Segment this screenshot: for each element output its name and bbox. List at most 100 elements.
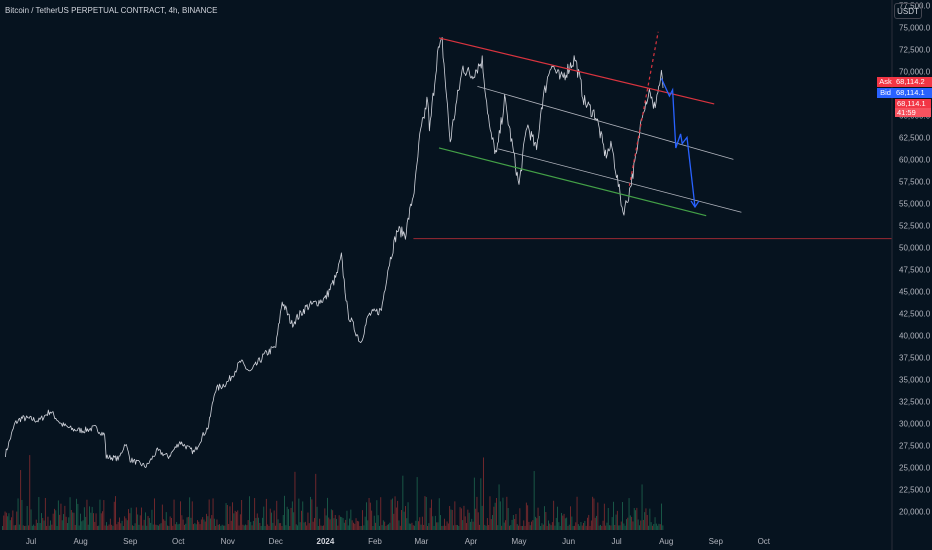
volume-bar: [99, 499, 101, 530]
volume-bar: [133, 525, 135, 530]
volume-bar: [463, 505, 465, 530]
volume-bar: [596, 515, 597, 530]
volume-bar: [298, 498, 300, 530]
volume-bar: [259, 522, 261, 530]
price-tick-label: 22,500.0: [899, 485, 931, 494]
volume-bar: [532, 520, 534, 530]
volume-bar: [173, 499, 175, 530]
volume-bar: [52, 513, 54, 530]
volume-bar: [91, 506, 93, 530]
volume-bar: [316, 506, 318, 530]
volume-bar: [113, 501, 115, 530]
dashed-trendline[interactable]: [628, 31, 659, 186]
volume-bar: [189, 497, 191, 530]
volume-bar: [2, 526, 3, 530]
volume-bar: [459, 507, 461, 530]
volume-bar: [358, 521, 360, 530]
volume-bar: [122, 525, 124, 530]
volume-bar: [408, 523, 410, 530]
volume-bar: [589, 525, 591, 530]
volume-bar: [282, 514, 284, 530]
volume-bar: [375, 522, 376, 530]
projection-path[interactable]: [660, 78, 696, 207]
volume-bar: [502, 497, 504, 530]
channel-midline[interactable]: [498, 148, 742, 213]
volume-bar: [546, 525, 548, 530]
volume-bar: [561, 512, 562, 530]
volume-bar: [458, 525, 460, 530]
volume-bar: [176, 522, 178, 530]
volume-bar: [377, 515, 379, 530]
volume-bar: [328, 517, 330, 530]
time-tick-label: Jul: [26, 537, 36, 546]
volume-bar: [614, 524, 616, 530]
volume-bar: [151, 509, 153, 530]
volume-bar: [98, 525, 100, 530]
volume-bar: [554, 525, 556, 530]
price-tick-label: 50,000.0: [899, 243, 931, 252]
volume-bar: [549, 523, 551, 530]
volume-bar: [312, 521, 314, 530]
volume-bar: [22, 525, 24, 530]
volume-bar: [602, 520, 604, 530]
time-axis[interactable]: Jul Aug Sep Oct Nov Dec 2024 Feb Mar Apr May Jun Jul…: [26, 537, 771, 546]
volume-bar: [410, 523, 412, 530]
price-tick-label: 62,500.0: [899, 133, 931, 142]
volume-bar: [134, 523, 136, 530]
volume-bar: [275, 525, 276, 530]
volume-bar: [85, 516, 87, 530]
volume-bar: [160, 523, 162, 530]
volume-bar: [129, 513, 131, 530]
price-tick-label: 32,500.0: [899, 397, 931, 406]
volume-bar: [264, 525, 266, 530]
volume-bar: [286, 506, 288, 530]
volume-bar: [117, 521, 119, 530]
volume-bar: [571, 516, 573, 530]
volume-bar: [373, 515, 375, 530]
volume-bar: [106, 522, 107, 530]
support-trendline[interactable]: [438, 147, 707, 217]
volume-bar: [323, 525, 324, 530]
volume-bar: [291, 501, 293, 530]
volume-bar: [447, 523, 449, 530]
volume-bar: [219, 524, 220, 530]
volume-bar: [384, 521, 386, 530]
volume-bar: [485, 525, 487, 530]
volume-bar: [278, 523, 280, 530]
volume-bar: [215, 525, 217, 530]
volume-bar: [585, 525, 587, 530]
volume-bar: [184, 524, 185, 530]
volume-bar: [250, 521, 252, 530]
volume-bar: [163, 519, 165, 530]
channel-midline[interactable]: [477, 85, 734, 160]
volume-bar: [382, 520, 384, 530]
volume-bar: [544, 506, 545, 530]
volume-bar: [137, 514, 139, 530]
volume-bar: [174, 524, 176, 530]
volume-bar: [379, 525, 380, 530]
volume-bar: [77, 503, 79, 530]
volume-bar: [605, 525, 607, 530]
volume-bar: [392, 498, 393, 530]
volume-bar: [271, 512, 272, 530]
volume-bar: [295, 524, 297, 530]
price-tick-label: 27,500.0: [899, 441, 931, 450]
currency-button[interactable]: USDT: [894, 3, 922, 19]
volume-bar: [659, 524, 661, 530]
drawing-annotations[interactable]: [438, 31, 742, 217]
volume-bar: [333, 518, 335, 530]
volume-bar: [208, 499, 210, 530]
volume-bar: [81, 521, 83, 530]
volume-bar: [592, 496, 594, 530]
volume-bar: [297, 525, 298, 530]
volume-bar: [145, 512, 146, 530]
volume-bar: [171, 517, 172, 530]
volume-bar: [177, 524, 179, 530]
volume-bar: [428, 523, 430, 530]
volume-bar: [334, 514, 336, 530]
price-axis[interactable]: 20,000.0 22,500.0 25,000.0 27,500.0 30,000.0…: [891, 0, 931, 550]
volume-bar: [584, 520, 586, 530]
volume-bar: [453, 525, 454, 530]
volume-bar: [96, 525, 98, 530]
